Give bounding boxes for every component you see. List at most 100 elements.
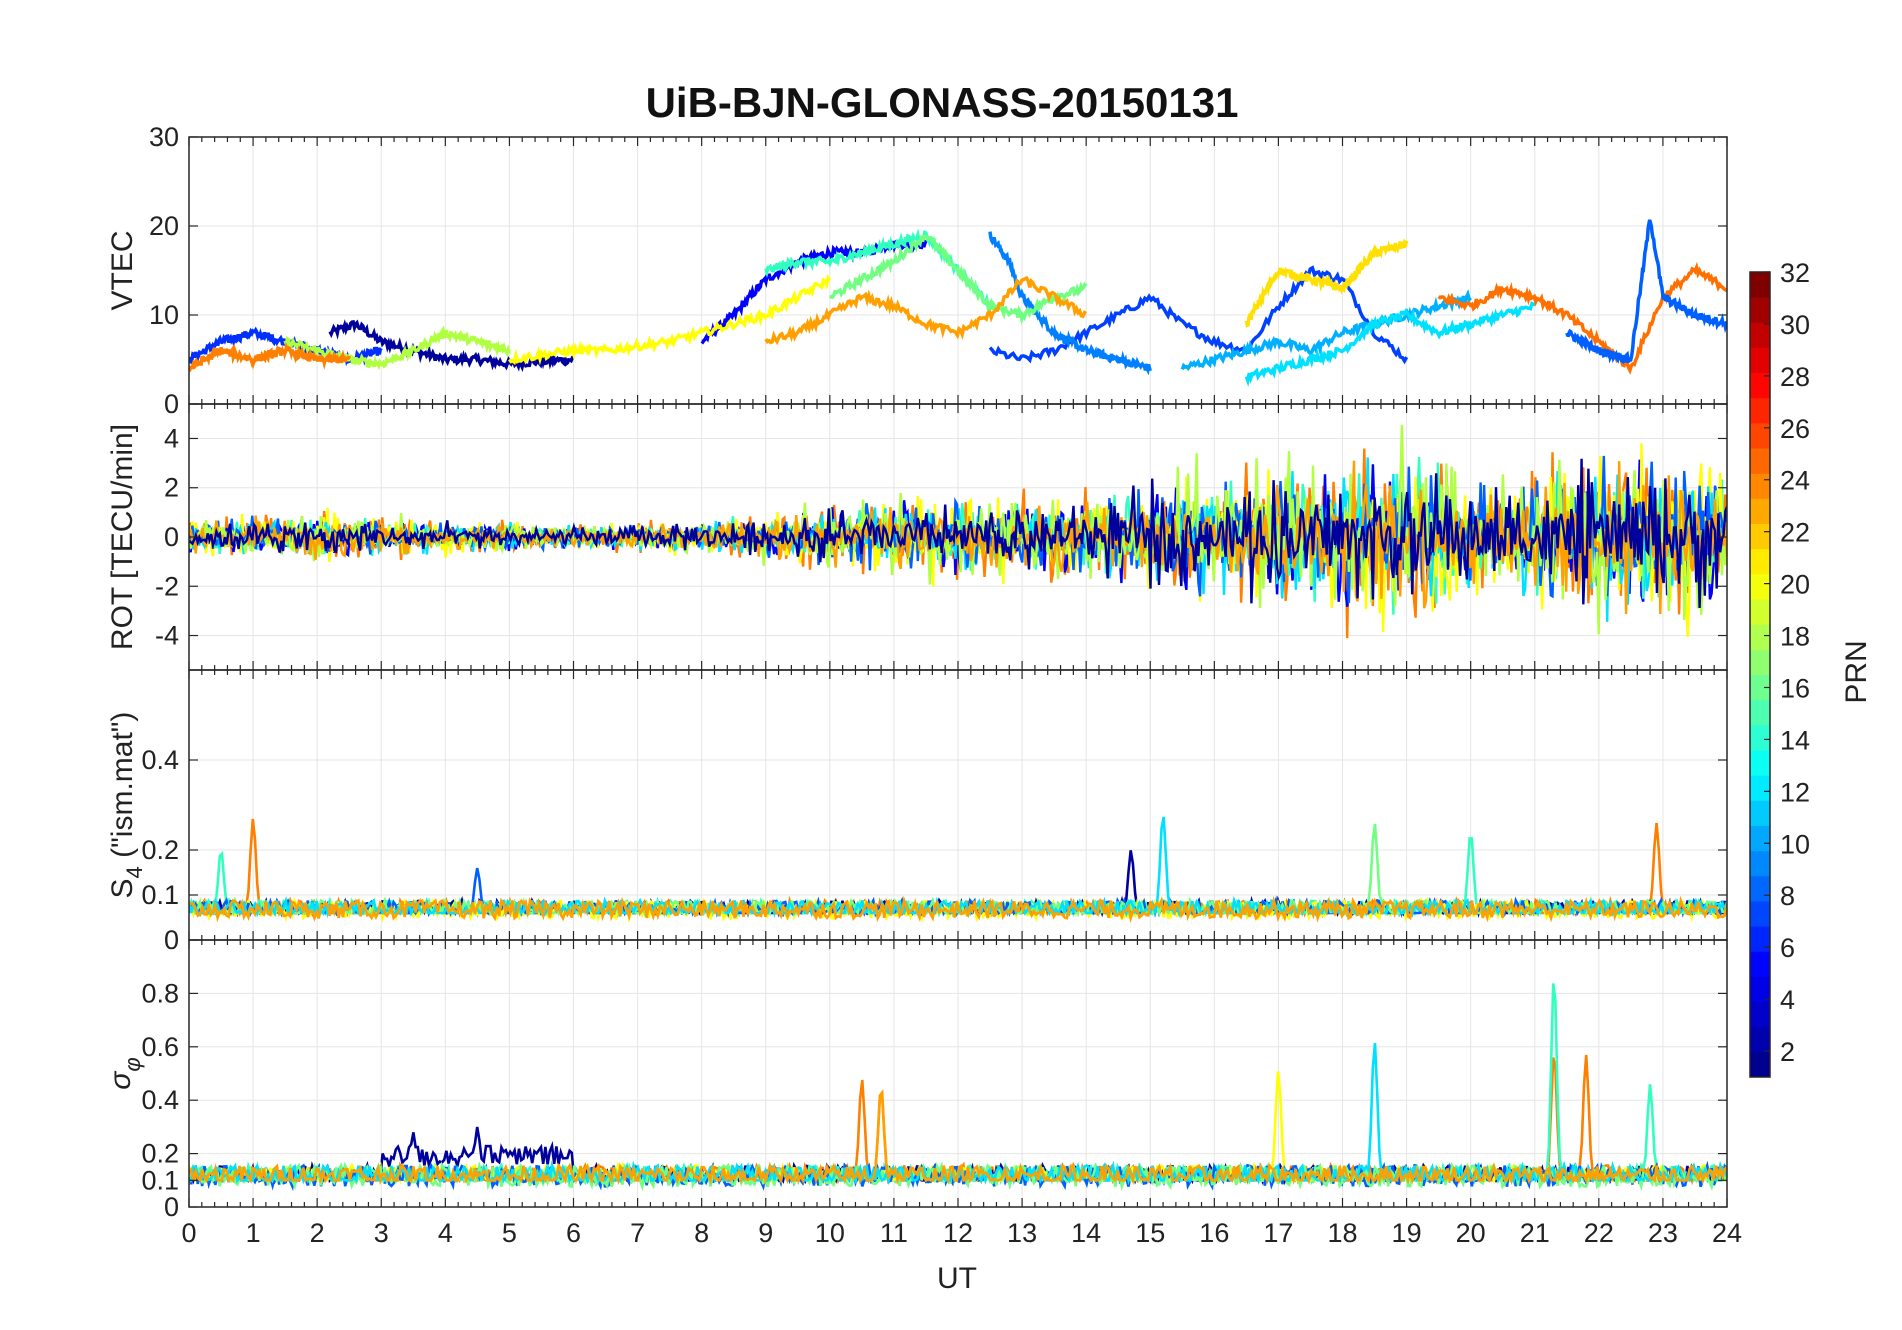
x-axis-label: UT xyxy=(937,1262,977,1295)
colorbar-segment xyxy=(1750,976,1770,1003)
colorbar-tick-label: 2 xyxy=(1780,1037,1795,1067)
colorbar-tick-label: 6 xyxy=(1780,933,1795,963)
x-tick-label: 15 xyxy=(1135,1218,1165,1248)
colorbar-tick-label: 16 xyxy=(1780,673,1810,703)
colorbar-segment xyxy=(1750,573,1770,600)
colorbar-tick-label: 18 xyxy=(1780,622,1810,652)
panel-s4: 0 0.1 0.2 0.4S4 ("ism.mat") xyxy=(106,669,1728,955)
colorbar-segment xyxy=(1750,523,1770,550)
x-tick-label: 7 xyxy=(630,1218,645,1248)
colorbar-segment xyxy=(1750,875,1770,902)
rot-series-line xyxy=(189,458,1727,609)
colorbar-segment xyxy=(1750,900,1770,927)
y-axis-label: σφ xyxy=(104,1057,145,1089)
y-tick-label: 0 xyxy=(164,389,179,419)
colorbar-frame xyxy=(1749,271,1771,1078)
x-tick-label: 11 xyxy=(880,1218,908,1248)
colorbar-segment xyxy=(1750,800,1770,826)
x-tick-label: 12 xyxy=(943,1218,973,1248)
x-tick-label: 10 xyxy=(815,1218,845,1248)
y-axis-label: S4 ("ism.mat") xyxy=(106,712,147,899)
y-axis-label: VTEC xyxy=(106,230,139,310)
y-tick-label: 2 xyxy=(164,473,179,503)
colorbar-tick-label: 28 xyxy=(1780,362,1810,392)
colorbar-segment xyxy=(1750,397,1770,424)
colorbar-tick-label: 24 xyxy=(1780,466,1810,496)
sigma_phi-series-line xyxy=(189,1089,1727,1186)
colorbar-tick-label: 32 xyxy=(1780,258,1810,288)
colorbar-tick-label: 8 xyxy=(1780,881,1795,911)
colorbar-segment xyxy=(1750,297,1770,323)
y-tick-label: 10 xyxy=(149,300,179,330)
colorbar-segment xyxy=(1750,699,1770,726)
y-tick-label: 0.2 xyxy=(141,1139,179,1169)
series-group xyxy=(189,424,1727,639)
y-tick-label: 0.6 xyxy=(141,1032,179,1062)
y-tick-label: -4 xyxy=(155,621,179,651)
series-line-prn-24 xyxy=(1437,261,1727,375)
colorbar-segment xyxy=(1750,347,1770,374)
x-tick-label: 16 xyxy=(1199,1218,1229,1248)
colorbar-segment xyxy=(1750,1026,1770,1053)
colorbar-segment xyxy=(1750,372,1770,399)
x-tick-label: 17 xyxy=(1263,1218,1293,1248)
colorbar-tick-label: 12 xyxy=(1780,777,1810,807)
colorbar-tick-label: 20 xyxy=(1780,570,1810,600)
y-tick-label: 0.4 xyxy=(141,745,179,775)
series-line-prn-20 xyxy=(507,273,832,366)
y-tick-label: -2 xyxy=(155,571,179,601)
x-tick-label: 3 xyxy=(374,1218,389,1248)
colorbar-segment xyxy=(1750,548,1770,575)
colorbar-segment xyxy=(1750,473,1770,499)
series-line-prn-8 xyxy=(988,231,1152,376)
colorbar-segment xyxy=(1750,825,1770,852)
x-tick-label: 4 xyxy=(438,1218,453,1248)
x-tick-label: 5 xyxy=(502,1218,517,1248)
colorbar-segment xyxy=(1750,1051,1770,1078)
series-line-prn-24 xyxy=(189,341,351,373)
x-tick-label: 20 xyxy=(1456,1218,1486,1248)
series-group xyxy=(189,219,1727,387)
series-line-prn-16 xyxy=(829,234,1088,325)
colorbar-segment xyxy=(1750,599,1770,625)
colorbar-tick-label: 4 xyxy=(1780,985,1795,1015)
colorbar-label: PRN xyxy=(1840,640,1873,703)
series-line-prn-18 xyxy=(283,325,512,371)
y-axis-label: ROT [TECU/min] xyxy=(106,424,139,650)
y-tick-label: 0.1 xyxy=(141,1165,179,1195)
x-tick-label: 2 xyxy=(310,1218,325,1248)
colorbar-tick-label: 26 xyxy=(1780,414,1810,444)
colorbar-segment xyxy=(1750,272,1770,298)
x-tick-label: 1 xyxy=(246,1218,261,1248)
chart-title: UiB-BJN-GLONASS-20150131 xyxy=(646,79,1239,126)
colorbar-segment xyxy=(1750,749,1770,776)
colorbar-segment xyxy=(1750,724,1770,751)
colorbar-segment xyxy=(1750,775,1770,801)
x-tick-label: 21 xyxy=(1520,1218,1550,1248)
series-line-prn-10 xyxy=(1180,289,1473,371)
y-tick-label: 4 xyxy=(164,423,179,453)
s4-series-line xyxy=(189,895,1727,924)
x-tick-label: 0 xyxy=(181,1218,196,1248)
series-line-prn-21 xyxy=(1244,238,1409,328)
colorbar-tick-label: 30 xyxy=(1780,310,1810,340)
y-tick-label: 0.2 xyxy=(141,835,179,865)
series-group xyxy=(189,816,1727,924)
colorbar-tick-label: 10 xyxy=(1780,829,1810,859)
y-tick-label: 0.4 xyxy=(141,1085,179,1115)
x-tick-label: 22 xyxy=(1584,1218,1614,1248)
series-line-prn-12 xyxy=(1244,301,1536,387)
colorbar-segment xyxy=(1750,850,1770,877)
colorbar-segment xyxy=(1750,649,1770,675)
y-tick-label: 0 xyxy=(164,1192,179,1222)
y-tick-label: 0 xyxy=(164,522,179,552)
colorbar-tick-label: 22 xyxy=(1780,518,1810,548)
y-tick-label: 0.1 xyxy=(141,880,179,910)
colorbar-segment xyxy=(1750,422,1770,449)
series-line-prn-9 xyxy=(1565,219,1727,365)
x-tick-label: 24 xyxy=(1712,1218,1742,1248)
